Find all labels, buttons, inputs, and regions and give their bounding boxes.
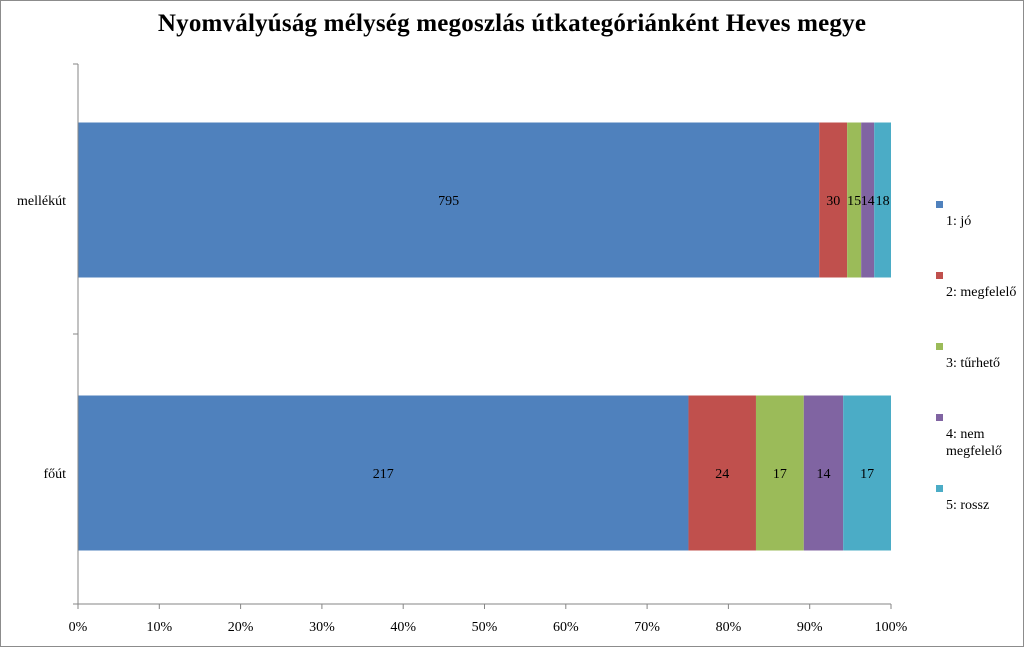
legend-swatch-1 — [936, 272, 943, 279]
x-tick-label-0: 0% — [69, 620, 88, 635]
bar-1-1 — [688, 395, 756, 551]
data-label-1-2: 17 — [773, 467, 787, 482]
data-label-1-3: 14 — [816, 467, 830, 482]
legend-label-0: 1: jó — [946, 214, 972, 229]
bar-1-0 — [78, 395, 689, 551]
data-label-0-1: 30 — [826, 194, 840, 209]
legend-label-4: 5: rossz — [946, 498, 990, 513]
legend-item-4: 5: rossz — [936, 480, 1022, 551]
data-label-1-1: 24 — [715, 467, 729, 482]
data-label-0-2: 15 — [847, 194, 861, 209]
legend-item-3: 4: nem megfelelő — [936, 409, 1022, 480]
x-tick-label-9: 90% — [797, 620, 823, 635]
legend-swatch-4 — [936, 485, 943, 492]
bar-0-2 — [847, 122, 862, 278]
legend-item-1: 2: megfelelő — [936, 267, 1022, 338]
bar-1-2 — [755, 395, 804, 551]
x-tick-label-2: 20% — [228, 620, 254, 635]
bar-0-0 — [78, 122, 820, 278]
bar-0-4 — [874, 122, 891, 278]
bar-1-3 — [803, 395, 844, 551]
x-tick-label-10: 100% — [875, 620, 908, 635]
data-label-1-0: 217 — [373, 467, 394, 482]
data-label-0-0: 795 — [438, 194, 459, 209]
data-label-0-3: 14 — [861, 194, 875, 209]
bar-0-3 — [861, 122, 875, 278]
legend-item-0: 1: jó — [936, 196, 1022, 267]
legend-label-1: 2: megfelelő — [946, 285, 1017, 300]
category-label-0: mellékút — [17, 194, 66, 209]
bar-1-4 — [843, 395, 891, 551]
legend-item-2: 3: tűrhető — [936, 338, 1022, 409]
data-label-1-4: 17 — [860, 467, 874, 482]
bar-0-1 — [819, 122, 848, 278]
category-label-1: főút — [43, 467, 66, 482]
x-tick-label-8: 80% — [716, 620, 742, 635]
x-tick-label-7: 70% — [634, 620, 660, 635]
legend-swatch-2 — [936, 343, 943, 350]
data-label-0-4: 18 — [876, 194, 890, 209]
x-tick-label-1: 10% — [146, 620, 172, 635]
x-tick-label-3: 30% — [309, 620, 335, 635]
chart-title: Nyomvályúság mélység megoszlás útkategór… — [157, 10, 867, 37]
legend-swatch-3 — [936, 414, 943, 421]
x-tick-label-4: 40% — [390, 620, 416, 635]
x-tick-label-5: 50% — [472, 620, 498, 635]
legend-label-3: 4: nem megfelelő — [946, 427, 1002, 459]
chart-legend: 1: jó 2: megfelelő 3: tűrhető 4: nem megfel… — [936, 196, 1022, 551]
x-tick-label-6: 60% — [553, 620, 579, 635]
legend-swatch-0 — [936, 201, 943, 208]
legend-label-2: 3: tűrhető — [946, 356, 1001, 371]
